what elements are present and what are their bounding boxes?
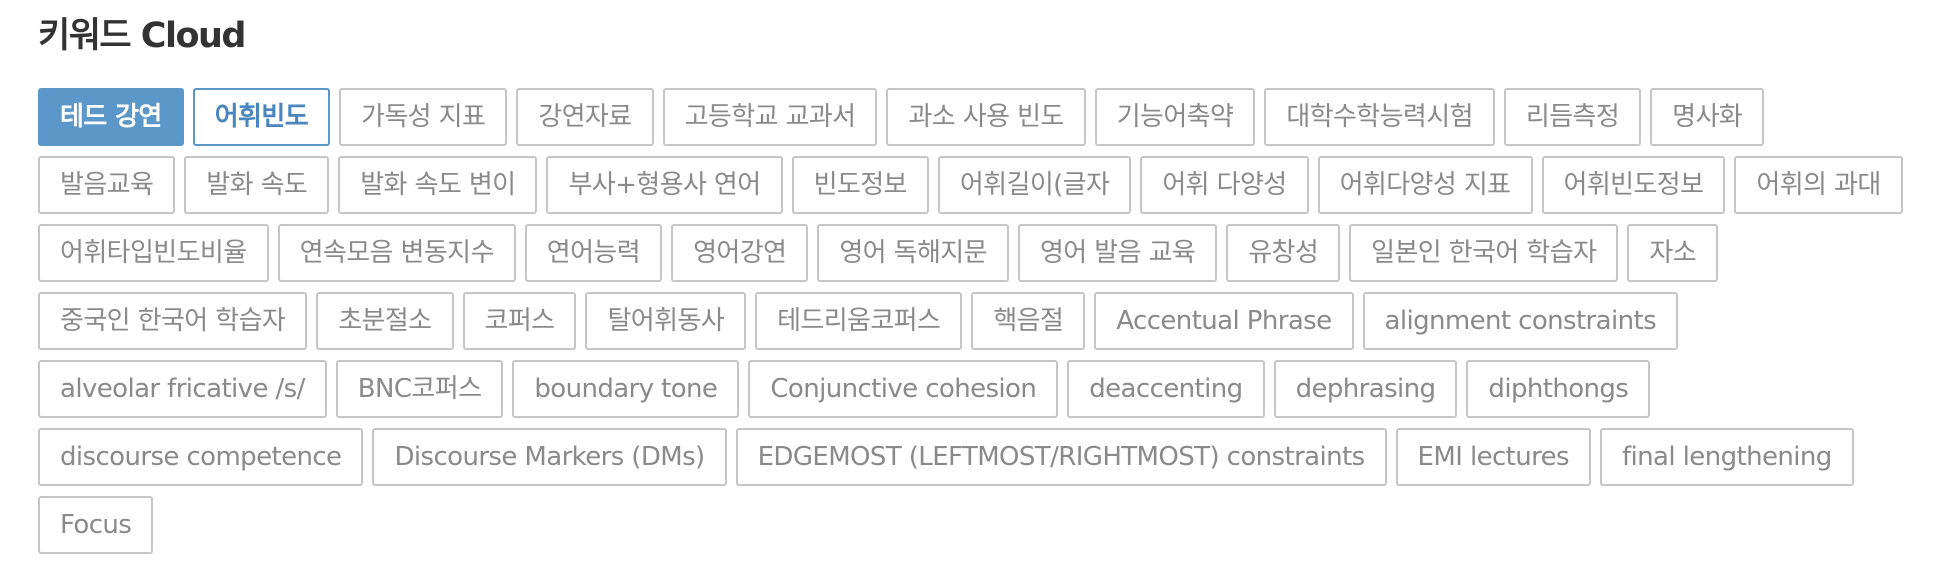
keyword-tag[interactable]: 어휘길이(글자 [937, 156, 1132, 214]
keyword-tag[interactable]: 과소 사용 빈도 [886, 88, 1086, 146]
keyword-tag[interactable]: Conjunctive cohesion [748, 360, 1059, 418]
keyword-tag[interactable]: Focus [38, 496, 154, 554]
keyword-tag[interactable]: 기능어축약 [1094, 88, 1256, 146]
keyword-tag[interactable]: 핵음절 [971, 292, 1086, 350]
keyword-tag[interactable]: 영어 발음 교육 [1017, 224, 1218, 282]
keyword-tag[interactable]: EMI lectures [1395, 428, 1591, 486]
keyword-tag[interactable]: 어휘빈도정보 [1541, 156, 1726, 214]
keyword-tag[interactable]: 연속모음 변동지수 [277, 224, 516, 282]
keyword-tag[interactable]: 어휘 다양성 [1140, 156, 1309, 214]
keyword-tag[interactable]: 일본인 한국어 학습자 [1349, 224, 1619, 282]
keyword-tag[interactable]: 영어 독해지문 [817, 224, 1009, 282]
keyword-tag[interactable]: 강연자료 [516, 88, 654, 146]
keyword-tag[interactable]: EDGEMOST (LEFTMOST/RIGHTMOST) constraint… [735, 428, 1387, 486]
keyword-cloud-title: 키워드 Cloud [38, 16, 247, 56]
keyword-tag[interactable]: discourse competence [38, 428, 364, 486]
keyword-tag[interactable]: final lengthening [1600, 428, 1854, 486]
keyword-tag[interactable]: Discourse Markers (DMs) [372, 428, 727, 486]
keyword-tag[interactable]: 리듬측정 [1503, 88, 1642, 146]
keyword-tag[interactable]: diphthongs [1466, 360, 1651, 418]
keyword-tag[interactable]: 어휘타입빈도비율 [38, 224, 269, 282]
keyword-tag[interactable]: 어휘의 과대 [1734, 156, 1903, 214]
keyword-tag[interactable]: 탈어휘동사 [585, 292, 747, 350]
keyword-tag[interactable]: BNC코퍼스 [335, 360, 504, 418]
keyword-tag[interactable]: 중국인 한국어 학습자 [38, 292, 308, 350]
keyword-tag[interactable]: 코퍼스 [462, 292, 577, 350]
keyword-tag[interactable]: boundary tone [512, 360, 740, 418]
keyword-tag[interactable]: dephrasing [1273, 360, 1458, 418]
keyword-tag[interactable]: 자소 [1627, 224, 1719, 282]
keyword-tag[interactable]: 어휘다양성 지표 [1317, 156, 1533, 214]
keyword-tag[interactable]: 명사화 [1650, 88, 1765, 146]
keyword-tag[interactable]: 테드리움코퍼스 [755, 292, 963, 350]
keyword-tag[interactable]: Accentual Phrase [1094, 292, 1354, 350]
keyword-tag[interactable]: 발화 속도 [184, 156, 330, 214]
keyword-tag[interactable]: 초분절소 [316, 292, 454, 350]
keyword-tag[interactable]: alveolar fricative /s/ [38, 360, 327, 418]
keyword-tag[interactable]: 영어강연 [671, 224, 809, 282]
keyword-tag[interactable]: 발음교육 [38, 156, 176, 214]
keyword-tag[interactable]: 발화 속도 변이 [338, 156, 538, 214]
keyword-tag[interactable]: 어휘빈도 [192, 88, 331, 146]
keyword-tag[interactable]: 유창성 [1226, 224, 1341, 282]
keyword-tag[interactable]: 가독성 지표 [339, 88, 508, 146]
keyword-tag[interactable]: 부사+형용사 연어 [546, 156, 783, 214]
keyword-tag[interactable]: 빈도정보 [791, 156, 929, 214]
keyword-tag[interactable]: 대학수학능력시험 [1264, 88, 1495, 146]
keyword-tag[interactable]: 연어능력 [524, 224, 663, 282]
keyword-tag[interactable]: 고등학교 교과서 [662, 88, 878, 146]
keyword-tag[interactable]: alignment constraints [1362, 292, 1679, 350]
keyword-tag[interactable]: 테드 강연 [38, 88, 184, 146]
keyword-tag[interactable]: deaccenting [1067, 360, 1265, 418]
keyword-tag-list: 테드 강연 어휘빈도 가독성 지표 강연자료 고등학교 교과서 과소 사용 빈도 기능어축약… [38, 88, 1918, 564]
